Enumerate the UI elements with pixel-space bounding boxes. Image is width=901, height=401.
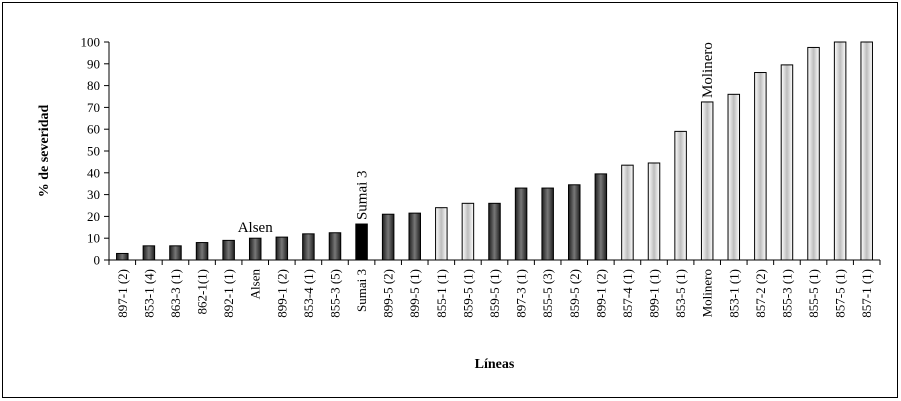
bar	[196, 243, 208, 260]
y-tick-label: 90	[87, 56, 100, 71]
bar	[143, 246, 155, 260]
y-axis-title: % de severidad	[37, 105, 52, 198]
bar	[489, 203, 501, 260]
x-tick-label: 862-1(1)	[195, 269, 210, 315]
bar	[356, 224, 368, 260]
bar	[276, 237, 288, 260]
bar	[595, 174, 607, 260]
y-tick-label: 50	[87, 144, 100, 159]
x-tick-label: 853-1 (4)	[141, 269, 156, 318]
bar	[329, 233, 341, 260]
y-tick-label: 30	[87, 187, 100, 202]
x-tick-label: 853-5 (1)	[673, 269, 688, 318]
bar	[701, 102, 713, 260]
bar	[436, 208, 448, 260]
bar	[675, 131, 687, 260]
x-axis-title: Líneas	[475, 357, 515, 372]
x-tick-label: 899-5 (1)	[407, 269, 422, 318]
x-tick-label: 857-1 (1)	[859, 269, 874, 318]
bar	[462, 203, 474, 260]
bar	[117, 253, 129, 260]
x-tick-label: 853-4 (1)	[301, 269, 316, 318]
bar-annotation: Alsen	[238, 220, 273, 236]
bar	[409, 213, 421, 260]
x-tick-label: 897-3 (1)	[514, 269, 529, 318]
x-tick-label: Molinero	[700, 269, 715, 317]
x-tick-label: 857-5 (1)	[833, 269, 848, 318]
bar	[834, 42, 846, 260]
x-tick-label: 897-1 (2)	[115, 269, 130, 318]
y-axis-ticks: 0 10 20 30 40 50 60 70 80 90 100	[81, 35, 110, 268]
y-tick-label: 70	[87, 100, 100, 115]
bar	[515, 188, 527, 260]
x-tick-label: 899-1 (2)	[274, 269, 289, 318]
bar	[170, 246, 182, 260]
bar	[382, 214, 394, 260]
x-tick-label: 855-3 (5)	[327, 269, 342, 318]
bar	[569, 185, 581, 260]
x-tick-label: 859-5 (1)	[460, 269, 475, 318]
y-tick-label: 40	[87, 165, 100, 180]
y-tick-label: 100	[81, 35, 101, 50]
y-tick-label: 60	[87, 122, 100, 137]
bar	[648, 163, 660, 260]
bar	[728, 94, 740, 260]
x-tick-label: 899-5 (2)	[381, 269, 396, 318]
bar-chart: 0 10 20 30 40 50 60 70 80 90 100 897-1 (2) 853-1 (4…	[3, 3, 899, 399]
bar	[223, 240, 235, 260]
x-tick-label: 892-1 (1)	[221, 269, 236, 318]
y-tick-label: 80	[87, 78, 100, 93]
x-tick-label: 855-5 (3)	[540, 269, 555, 318]
x-tick-label: 899-1 (1)	[647, 269, 662, 318]
bar	[781, 65, 793, 260]
bar-annotation: Molinero	[700, 42, 716, 98]
bar	[808, 47, 820, 260]
bar	[861, 42, 873, 260]
x-tick-label: 899-1 (2)	[593, 269, 608, 318]
x-tick-label: Alsen	[248, 269, 263, 300]
x-axis-tick-labels: 897-1 (2) 853-1 (4) 863-3 (1) 862-1(1) 892-1…	[109, 260, 880, 318]
x-tick-label: 855-1 (1)	[434, 269, 449, 318]
y-tick-label: 10	[87, 231, 100, 246]
bar-annotation: Sumai 3	[355, 170, 371, 220]
bar	[755, 73, 767, 260]
x-tick-label: 857-4 (1)	[620, 269, 635, 318]
bar-annotations: Alsen Sumai 3 Molinero	[238, 42, 716, 236]
x-tick-label: 855-3 (1)	[779, 269, 794, 318]
x-tick-label: 853-1 (1)	[726, 269, 741, 318]
x-tick-label: 857-2 (2)	[753, 269, 768, 318]
x-tick-label: 855-5 (1)	[806, 269, 821, 318]
x-tick-label: 859-5 (2)	[567, 269, 582, 318]
x-tick-label: 859-5 (1)	[487, 269, 502, 318]
bars	[117, 42, 873, 260]
bar	[622, 165, 634, 260]
bar	[542, 188, 554, 260]
x-tick-label: Sumai 3	[354, 269, 369, 312]
bar	[249, 238, 260, 260]
bar	[303, 234, 315, 260]
x-tick-label: 863-3 (1)	[168, 269, 183, 318]
y-tick-label: 0	[94, 253, 101, 268]
y-tick-label: 20	[87, 209, 100, 224]
